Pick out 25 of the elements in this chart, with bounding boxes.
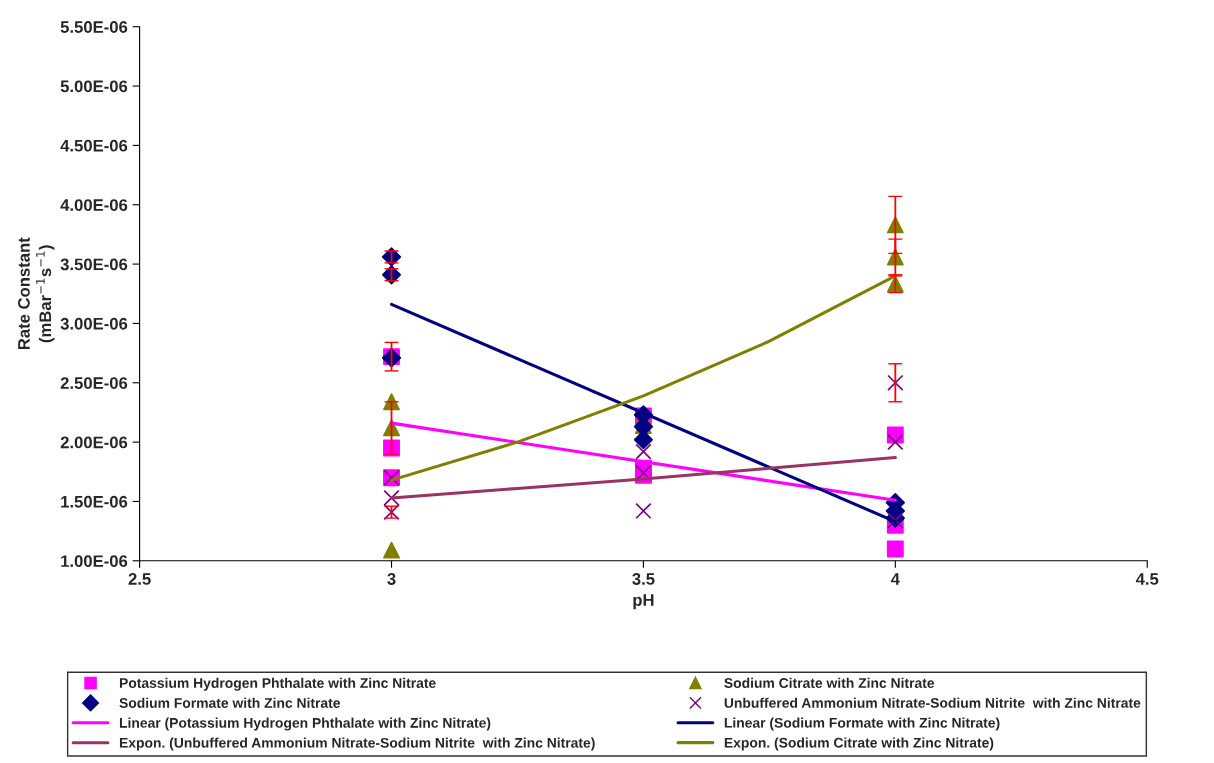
- x-tick-label: 2.5: [128, 573, 151, 585]
- y-axis-title: Rate Constant (mBar$^{−1}$s$^{−1}$): [18, 237, 55, 350]
- y-tick-label: 2.00E-06: [60, 436, 128, 449]
- legend-label: Linear (Potassium Hydrogen Phthalate with Zinc Nitrate): [119, 717, 491, 731]
- legend-label: Expon. (Unbuffered Ammonium Nitrate-Sodium Nitrite with Zinc Nitrate): [119, 737, 595, 751]
- y-tick-label: 1.50E-06: [61, 495, 128, 508]
- x-tick-label: 4.5: [1135, 573, 1159, 585]
- x-tick-label: 3: [387, 573, 396, 585]
- legend-label: Unbuffered Ammonium Nitrate-Sodium Nitrite with Zinc Nitrate: [724, 697, 1141, 708]
- y-tick-label: 4.00E-06: [60, 199, 128, 211]
- x-tick-label: 4: [890, 573, 900, 585]
- legend-label: Potassium Hydrogen Phthalate with Zinc Nitrate: [119, 677, 436, 691]
- legend-label: Sodium Citrate with Zinc Nitrate: [724, 677, 935, 688]
- legend-label: Sodium Formate with Zinc Nitrate: [119, 697, 341, 708]
- legend-label: Expon. (Sodium Citrate with Zinc Nitrate): [724, 737, 994, 751]
- y-tick-label: 4.50E-06: [60, 139, 128, 152]
- y-tick-label: 5.50E-06: [60, 21, 128, 33]
- x-tick-label: 3.5: [632, 573, 655, 585]
- legend-label: Linear (Sodium Formate with Zinc Nitrate): [724, 717, 1000, 731]
- y-tick-label: 2.50E-06: [60, 377, 128, 389]
- y-tick-label: 3.00E-06: [60, 317, 128, 330]
- y-tick-label: 3.50E-06: [60, 258, 128, 271]
- y-tick-label: 1.00E-06: [61, 555, 128, 568]
- x-axis-title: pH: [633, 594, 654, 610]
- y-tick-label: 5.00E-06: [60, 80, 128, 93]
